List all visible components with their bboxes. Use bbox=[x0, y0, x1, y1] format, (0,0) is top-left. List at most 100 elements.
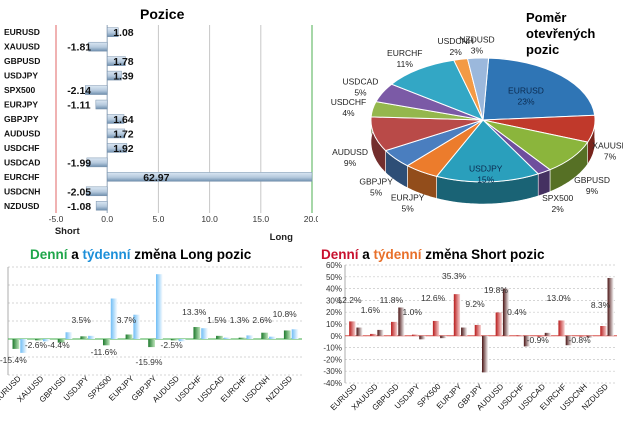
position-bar bbox=[88, 41, 108, 52]
daily-bar bbox=[474, 324, 481, 336]
data-label: 35.3% bbox=[442, 271, 467, 281]
daily-bar bbox=[370, 333, 377, 336]
value-label: -1.08 bbox=[67, 201, 91, 213]
weekly-bar bbox=[88, 335, 95, 339]
daily-bar bbox=[80, 336, 88, 339]
value-label: -1.81 bbox=[67, 42, 91, 54]
weekly-bar bbox=[482, 335, 489, 373]
daily-bar bbox=[349, 321, 356, 336]
position-bar bbox=[106, 143, 128, 153]
position-bar bbox=[95, 99, 108, 110]
weekly-bar bbox=[291, 329, 299, 339]
value-label: -1.11 bbox=[67, 100, 91, 112]
daily-bar bbox=[558, 320, 565, 336]
y-tick-label: 60% bbox=[326, 261, 342, 270]
weekly-bar bbox=[178, 339, 186, 342]
data-label: -4.4% bbox=[47, 340, 70, 350]
pie-label: USDCHF bbox=[331, 97, 366, 107]
data-label: 11.8% bbox=[380, 295, 404, 305]
weekly-bar bbox=[544, 332, 552, 336]
pie-label: GBPUSD bbox=[574, 175, 610, 185]
pie-pct-label: 15% bbox=[477, 175, 494, 185]
value-label: 1.08 bbox=[113, 27, 134, 39]
data-label: 19.8% bbox=[484, 285, 509, 295]
daily-bar bbox=[261, 332, 269, 339]
position-bar bbox=[106, 128, 126, 139]
pie-pct-label: 5% bbox=[370, 188, 383, 198]
pie-pct-label: 2% bbox=[450, 47, 463, 57]
y-tick-label: -20% bbox=[323, 355, 342, 364]
daily-bar bbox=[35, 339, 42, 341]
data-label: -15.4% bbox=[0, 355, 27, 365]
weekly-bar bbox=[440, 335, 447, 339]
category-label: EURCHF bbox=[4, 172, 39, 182]
long-title-daily: Denní bbox=[30, 247, 68, 262]
data-label: 2.6% bbox=[252, 315, 272, 325]
pie-pct-label: 23% bbox=[517, 97, 534, 107]
data-label: 1.5% bbox=[207, 315, 227, 325]
x-tick-label: 0.0 bbox=[101, 214, 113, 224]
daily-bar bbox=[516, 335, 523, 337]
weekly-bar bbox=[586, 335, 593, 338]
category-label: USDJPY bbox=[4, 71, 38, 81]
short-title-daily: Denní bbox=[321, 247, 359, 262]
pie-label: XAUUSD bbox=[592, 140, 623, 150]
pie-svg: EURUSD23%XAUUSD7%GBPUSD9%SPX5002%USDJPY1… bbox=[331, 34, 623, 214]
pie-slice bbox=[390, 59, 485, 121]
pie-label: USDCAD bbox=[343, 77, 379, 87]
pie-pct-label: 2% bbox=[552, 204, 565, 214]
category-label: USDCNH bbox=[4, 186, 40, 196]
data-label: 0.4% bbox=[507, 307, 527, 317]
weekly-bar bbox=[269, 336, 276, 339]
pie-label: EURJPY bbox=[391, 193, 425, 203]
weekly-bar bbox=[223, 337, 231, 339]
daily-bar bbox=[193, 327, 201, 339]
category-label: EURJPY bbox=[4, 100, 38, 110]
long-change-chart: Denní a týdenní změna Long pozic -15.4% E… bbox=[0, 245, 311, 420]
value-label: -2.14 bbox=[67, 85, 91, 97]
data-label: -0.9% bbox=[527, 335, 550, 345]
daily-bar bbox=[391, 321, 398, 336]
value-label: 1.39 bbox=[113, 71, 134, 83]
daily-bar bbox=[495, 312, 502, 336]
y-tick-label: 0% bbox=[330, 332, 342, 341]
category-label: XAUUSD bbox=[4, 42, 40, 52]
category-label: USDJPY bbox=[62, 374, 91, 403]
y-tick-label: -10% bbox=[323, 344, 342, 353]
x-tick-label: -5.0 bbox=[49, 214, 64, 224]
daily-bar bbox=[170, 339, 178, 341]
pie-pct-label: 3% bbox=[471, 45, 484, 55]
y-tick-label: 20% bbox=[326, 308, 342, 317]
value-label: -2.05 bbox=[67, 186, 91, 198]
y-tick-label: 10% bbox=[326, 320, 342, 329]
pie-title: Poměr otevřených pozic bbox=[526, 10, 595, 58]
x-tick-label: 10.0 bbox=[201, 214, 218, 224]
weekly-bar bbox=[65, 332, 73, 339]
data-label: -2.6% bbox=[25, 340, 48, 350]
position-bar bbox=[106, 172, 313, 182]
pie-title-line-3: pozic bbox=[526, 42, 560, 57]
long-svg: -15.4%EURUSD-2.6%XAUUSD-4.4%GBPUSD3.5%US… bbox=[0, 266, 302, 405]
weekly-bar bbox=[20, 339, 28, 353]
pie-label: GBPJPY bbox=[359, 177, 393, 187]
x-tick-label: 20.0 bbox=[304, 214, 318, 224]
short-title: Denní a týdenní změna Short pozic bbox=[321, 247, 545, 262]
pie-pct-label: 7% bbox=[604, 151, 617, 161]
short-title-weekly: týdenní bbox=[373, 247, 422, 262]
value-label: 1.72 bbox=[113, 128, 134, 140]
weekly-bar bbox=[201, 328, 209, 339]
weekly-bar bbox=[133, 314, 141, 339]
daily-bar bbox=[600, 326, 607, 336]
position-bar bbox=[106, 27, 119, 37]
value-label: 1.92 bbox=[113, 143, 134, 155]
position-bar bbox=[106, 114, 125, 124]
pie-title-line-1: Poměr bbox=[526, 10, 567, 25]
daily-bar bbox=[453, 294, 461, 336]
short-title-rest: změna Short pozic bbox=[421, 247, 545, 262]
pie-pct-label: 5% bbox=[402, 204, 415, 214]
weekly-bar bbox=[246, 335, 254, 339]
data-label: 13.3% bbox=[182, 307, 207, 317]
position-bar bbox=[86, 157, 108, 168]
daily-bar bbox=[579, 335, 586, 337]
pie-label: USDJPY bbox=[469, 164, 503, 174]
